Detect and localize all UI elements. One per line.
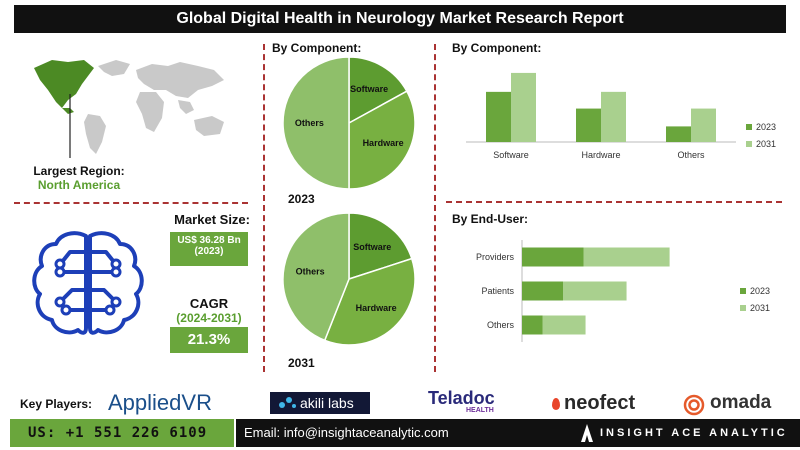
- logo-teladoc-sub: HEALTH: [466, 407, 494, 414]
- component-legend-swatch-2031: [746, 141, 752, 147]
- end-user-tick-others: Others: [487, 320, 515, 330]
- divider-right: [434, 44, 436, 372]
- logo-neofect: neofect: [564, 392, 636, 414]
- neofect-drop-icon: [552, 398, 560, 410]
- market-size-box: US$ 36.28 Bn (2023): [170, 232, 248, 266]
- pie-2031-label-hardware: Hardware: [356, 303, 397, 313]
- footer-email[interactable]: Email: info@insightaceanalytic.com: [244, 425, 449, 440]
- pie-2023-label-hardware: Hardware: [363, 138, 404, 148]
- logo-akili-labs: akili labs: [270, 392, 370, 414]
- page-title: Global Digital Health in Neurology Marke…: [14, 5, 786, 33]
- component-bar-title: By Component:: [452, 41, 542, 55]
- end-user-bar-patients-2031: [563, 281, 627, 301]
- end-user-tick-patients: Patients: [481, 286, 514, 296]
- end-user-legend-swatch-2031: [740, 305, 746, 311]
- component-bar-others-2031: [691, 108, 716, 142]
- footer-phone: US: +1 551 226 6109: [10, 419, 234, 447]
- footer-bar: Email: info@insightaceanalytic.com INSIG…: [236, 419, 800, 447]
- pie-2023-year: 2023: [288, 192, 315, 206]
- logo-omada: omada: [710, 392, 772, 413]
- component-bar-software-2023: [486, 91, 511, 142]
- component-legend-2023: 2023: [756, 122, 776, 132]
- cagr-period: (2024-2031): [176, 311, 242, 325]
- footer-brand: INSIGHT ACE ANALYTIC: [600, 427, 788, 439]
- pie-2031-label-software: Software: [353, 242, 391, 252]
- end-user-bar-others-2031: [542, 315, 586, 335]
- market-size-label: Market Size:: [174, 212, 250, 227]
- pie-2031-slice-hardware: [323, 257, 416, 346]
- pie-2031-slice-others: [282, 212, 350, 342]
- end-user-bar-providers-2031: [583, 247, 670, 267]
- market-size-value: US$ 36.28 Bn: [177, 235, 241, 246]
- divider-right-horizontal: [446, 201, 782, 203]
- logo-appliedvr: AppliedVR: [108, 390, 212, 415]
- pie-2023-slice-hardware: [348, 90, 416, 190]
- component-bar-hardware-2031: [601, 91, 626, 142]
- pie-2031-label-others: Others: [296, 267, 325, 277]
- component-bar-hardware-2023: [576, 108, 601, 142]
- brain-icon: [32, 231, 144, 335]
- pie-2031-year: 2031: [288, 356, 315, 370]
- pie-2023-slice-software: [348, 56, 408, 125]
- component-bar-software-2031: [511, 72, 536, 142]
- end-user-legend-swatch-2023: [740, 288, 746, 294]
- divider-left-horizontal: [14, 202, 248, 204]
- end-user-bar-chart: Providers Patients Others 2023 2031: [476, 240, 770, 342]
- pie-2031-slice-software: [348, 212, 413, 281]
- cagr-label: CAGR: [189, 296, 229, 311]
- cagr-value: 21.3%: [170, 327, 248, 353]
- divider-left: [263, 44, 265, 372]
- end-user-legend-2031: 2031: [750, 303, 770, 313]
- component-tick-others: Others: [677, 150, 705, 160]
- pie-chart-2023: Software Hardware Others: [282, 56, 416, 190]
- end-user-legend-2023: 2023: [750, 286, 770, 296]
- akili-dots-icon: [279, 397, 296, 408]
- component-bar-chart: Software Hardware Others 2023 2031: [466, 72, 776, 160]
- component-tick-software: Software: [493, 150, 529, 160]
- component-tick-hardware: Hardware: [581, 150, 620, 160]
- insight-ace-logo-icon: [581, 424, 593, 442]
- component-legend-2031: 2031: [756, 139, 776, 149]
- end-user-tick-providers: Providers: [476, 252, 515, 262]
- key-players-label: Key Players:: [20, 397, 93, 411]
- end-user-bar-patients-2023: [522, 281, 563, 301]
- end-user-bar-title: By End-User:: [452, 212, 529, 226]
- component-legend-swatch-2023: [746, 124, 752, 130]
- end-user-bar-providers-2023: [522, 247, 584, 267]
- pie-chart-2031: Software Hardware Others: [282, 212, 416, 346]
- logo-teladoc: Teladoc: [428, 388, 495, 408]
- largest-region-label: Largest Region:: [33, 164, 125, 178]
- end-user-bar-others-2023: [522, 315, 543, 335]
- omada-swirl-icon: [683, 394, 705, 416]
- market-size-year: (2023): [194, 246, 224, 257]
- component-bar-others-2023: [666, 126, 691, 142]
- pie-2023-label-software: Software: [350, 84, 388, 94]
- pie-section-title: By Component:: [272, 41, 362, 55]
- largest-region-value: North America: [37, 178, 121, 192]
- pie-2023-label-others: Others: [295, 118, 324, 128]
- pie-2023-slice-others: [282, 56, 350, 190]
- akili-labs-text: akili labs: [300, 395, 354, 411]
- world-map-icon: [34, 60, 224, 158]
